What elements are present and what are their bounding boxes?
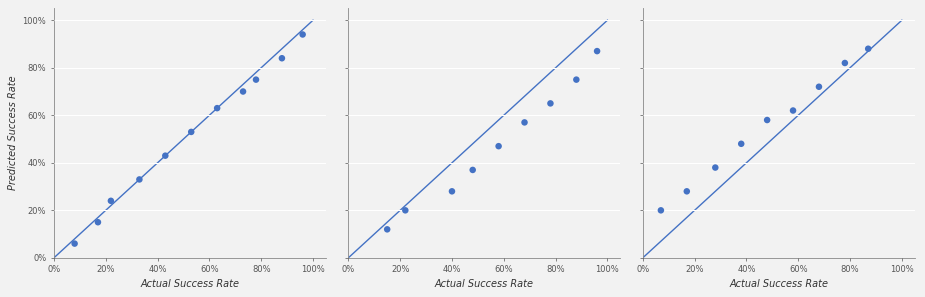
Point: [295, 32, 310, 37]
Point: [380, 227, 395, 232]
Point: [543, 101, 558, 106]
Point: [104, 198, 118, 203]
Point: [68, 241, 82, 246]
Point: [465, 168, 480, 172]
X-axis label: Actual Success Rate: Actual Success Rate: [435, 279, 534, 289]
Y-axis label: Predicted Success Rate: Predicted Success Rate: [8, 76, 18, 190]
Point: [491, 144, 506, 148]
Point: [734, 141, 748, 146]
Point: [861, 46, 876, 51]
Point: [708, 165, 722, 170]
Point: [653, 208, 668, 213]
Point: [91, 220, 105, 225]
Point: [679, 189, 694, 194]
Point: [759, 118, 774, 122]
Point: [249, 77, 264, 82]
Point: [811, 84, 826, 89]
Point: [398, 208, 413, 213]
Point: [785, 108, 800, 113]
Point: [275, 56, 290, 61]
Point: [184, 129, 199, 134]
Point: [132, 177, 147, 182]
Point: [236, 89, 251, 94]
Point: [569, 77, 584, 82]
Point: [445, 189, 460, 194]
Point: [517, 120, 532, 125]
Point: [589, 49, 604, 53]
X-axis label: Actual Success Rate: Actual Success Rate: [141, 279, 240, 289]
Point: [158, 153, 173, 158]
Point: [837, 61, 852, 65]
X-axis label: Actual Success Rate: Actual Success Rate: [729, 279, 828, 289]
Point: [210, 106, 225, 110]
